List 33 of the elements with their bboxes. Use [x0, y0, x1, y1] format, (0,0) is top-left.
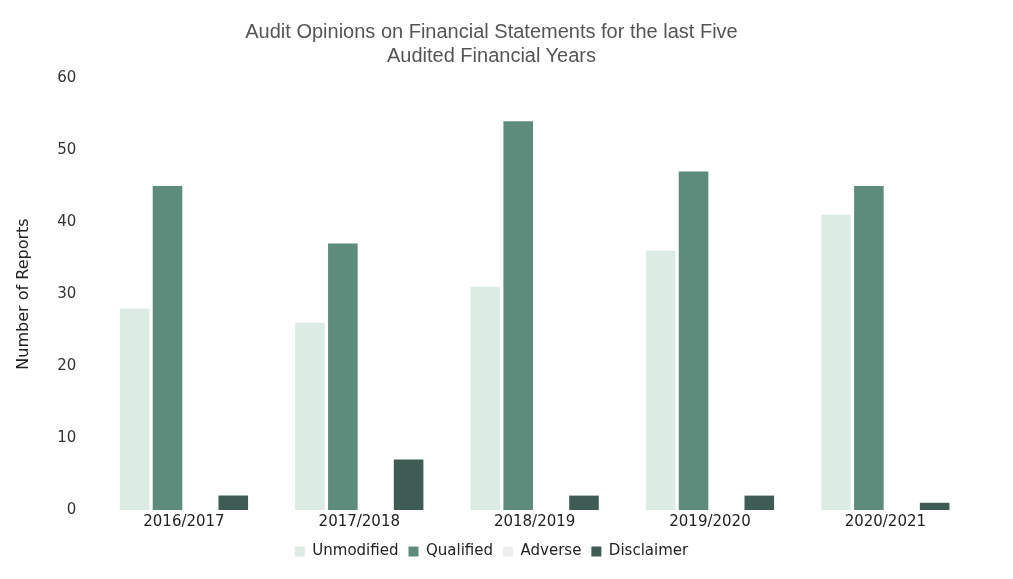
bar	[569, 495, 599, 510]
bar	[678, 171, 709, 510]
legend-label: Qualified	[425, 541, 494, 560]
legend-label: Unmodified	[312, 541, 399, 560]
bar	[503, 121, 533, 510]
bar	[295, 322, 325, 510]
legend-label: Adverse	[520, 541, 582, 560]
y-tick-label: 60	[57, 67, 77, 86]
bar	[919, 502, 950, 510]
y-tick-label: 40	[57, 211, 77, 230]
y-tick-label: 0	[66, 499, 77, 518]
y-tick-label: 10	[57, 427, 77, 446]
x-tick-label: 2017/2018	[318, 511, 400, 530]
x-tick-label: 2020/2021	[844, 511, 927, 530]
bar	[119, 308, 150, 510]
bar	[218, 495, 249, 510]
y-tick-label: 20	[57, 355, 77, 374]
x-tick-label: 2018/2019	[493, 511, 576, 530]
bar	[645, 250, 676, 510]
legend-label: Disclaimer	[608, 541, 690, 560]
bar	[152, 186, 183, 510]
x-tick-label: 2016/2017	[143, 511, 225, 530]
bar	[821, 214, 851, 510]
x-tick-label: 2019/2020	[669, 511, 751, 530]
y-tick-label: 50	[57, 139, 77, 158]
y-tick-label: 30	[57, 283, 77, 302]
bar	[328, 243, 358, 510]
bar	[744, 495, 775, 510]
bar	[854, 186, 884, 510]
bar	[393, 459, 424, 510]
chart-title: Audit Opinions on Financial Statements for the last Five Audited Financial Years	[245, 19, 738, 66]
y-axis-title: Number of Reports	[12, 218, 32, 370]
bar	[470, 286, 501, 510]
